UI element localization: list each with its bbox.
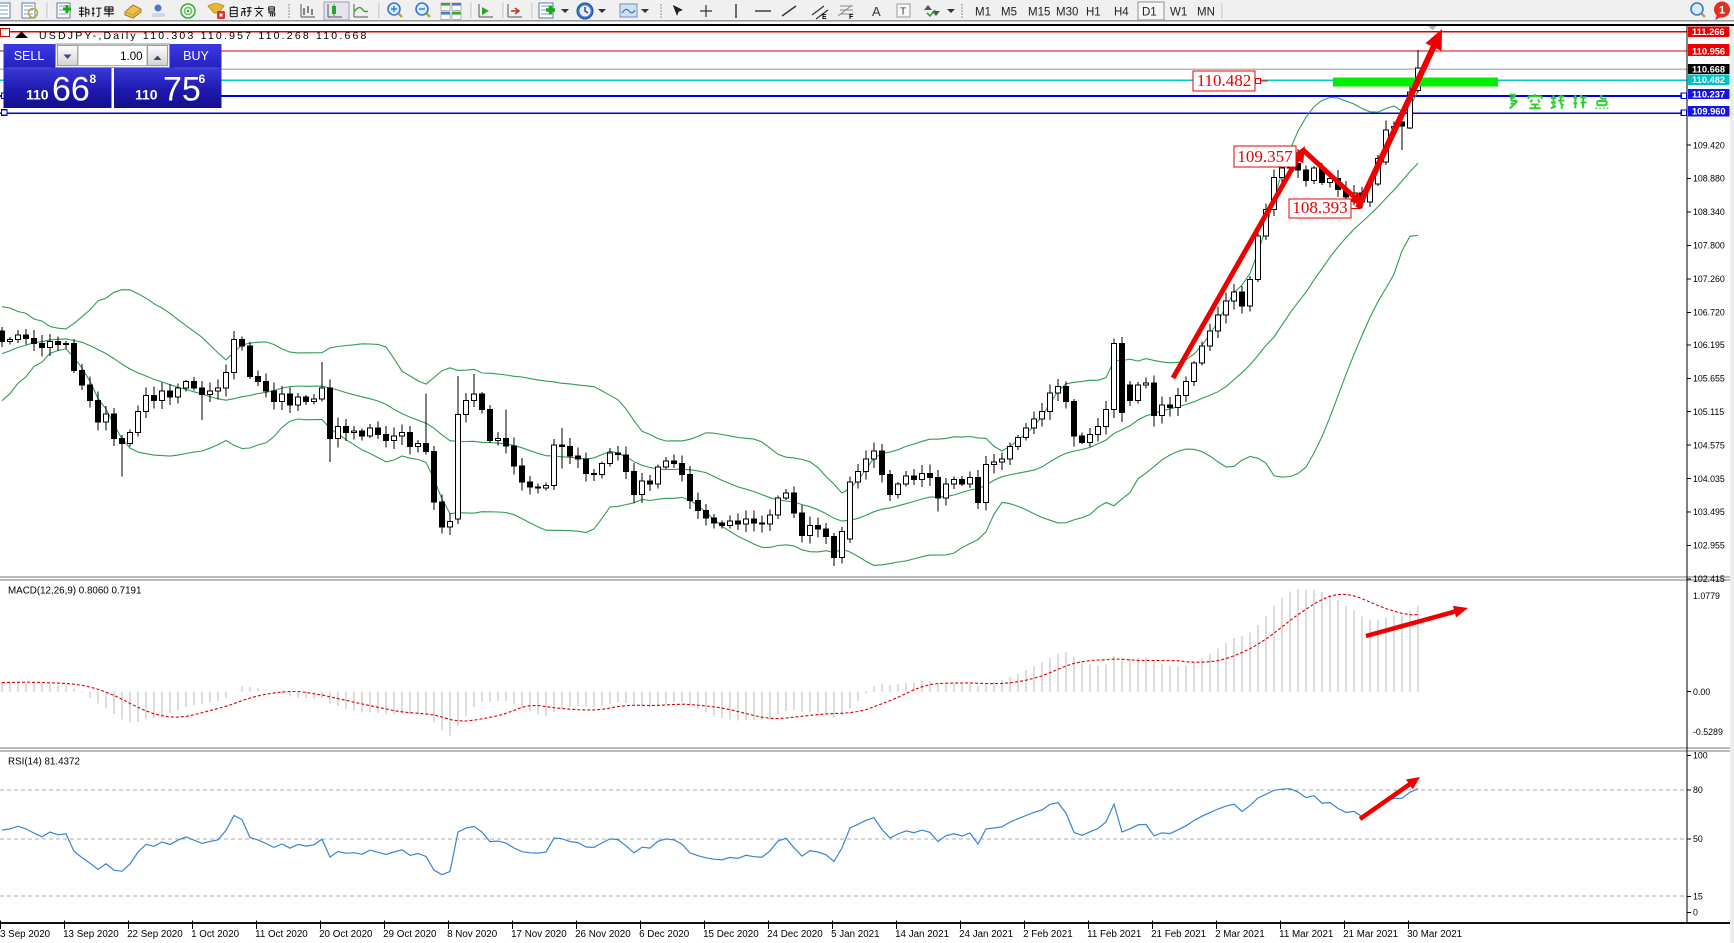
svg-text:M15: M15 <box>1028 7 1050 19</box>
svg-text:110.482: 110.482 <box>1197 71 1252 90</box>
svg-text:24 Dec 2020: 24 Dec 2020 <box>767 929 823 940</box>
svg-text:110.956: 110.956 <box>1692 46 1725 56</box>
svg-text:2 Mar 2021: 2 Mar 2021 <box>1215 929 1265 940</box>
svg-text:MACD(12,26,9) 0.8060 0.7191: MACD(12,26,9) 0.8060 0.7191 <box>8 586 141 597</box>
svg-text:14 Jan 2021: 14 Jan 2021 <box>895 929 949 940</box>
svg-text:104.575: 104.575 <box>1693 440 1725 450</box>
svg-text:-0.5289: -0.5289 <box>1693 727 1723 737</box>
svg-text:13 Sep 2020: 13 Sep 2020 <box>63 929 119 940</box>
svg-text:109.960: 109.960 <box>1692 107 1726 117</box>
svg-text:1: 1 <box>1719 5 1725 17</box>
svg-text:E: E <box>822 14 827 21</box>
svg-text:110: 110 <box>26 86 49 102</box>
svg-text:111.266: 111.266 <box>1692 27 1725 37</box>
svg-text:107.260: 107.260 <box>1693 274 1725 284</box>
svg-text:105.655: 105.655 <box>1693 373 1725 383</box>
svg-text:75: 75 <box>163 70 201 108</box>
svg-text:2 Feb 2021: 2 Feb 2021 <box>1023 929 1073 940</box>
svg-text:MN: MN <box>1197 7 1215 19</box>
svg-text:8: 8 <box>90 72 97 86</box>
svg-text:110.668: 110.668 <box>1692 64 1725 74</box>
svg-text:5 Jan 2021: 5 Jan 2021 <box>831 929 879 940</box>
svg-text:11 Oct 2020: 11 Oct 2020 <box>255 929 308 940</box>
svg-text:1.00: 1.00 <box>120 51 142 63</box>
svg-text:M30: M30 <box>1056 7 1078 19</box>
svg-text:H1: H1 <box>1086 7 1101 19</box>
svg-text:107.800: 107.800 <box>1693 241 1725 251</box>
svg-text:BUY: BUY <box>183 49 209 63</box>
svg-text:6: 6 <box>199 72 206 86</box>
svg-text:105.115: 105.115 <box>1693 407 1724 417</box>
svg-text:29 Oct 2020: 29 Oct 2020 <box>383 929 437 940</box>
svg-text:D1: D1 <box>1142 7 1157 19</box>
svg-text:106.720: 106.720 <box>1693 308 1725 318</box>
svg-text:102.415: 102.415 <box>1693 574 1725 584</box>
svg-text:H4: H4 <box>1114 7 1129 19</box>
svg-text:66: 66 <box>52 70 90 108</box>
svg-text:1.0779: 1.0779 <box>1693 591 1720 601</box>
svg-text:110: 110 <box>135 86 158 102</box>
svg-text:106.195: 106.195 <box>1693 340 1725 350</box>
svg-text:104.035: 104.035 <box>1693 474 1725 484</box>
svg-text:80: 80 <box>1693 785 1703 795</box>
svg-text:30 Mar 2021: 30 Mar 2021 <box>1407 929 1462 940</box>
svg-text:26 Nov 2020: 26 Nov 2020 <box>575 929 631 940</box>
svg-text:102.955: 102.955 <box>1693 541 1725 551</box>
svg-text:21 Feb 2021: 21 Feb 2021 <box>1151 929 1206 940</box>
svg-text:110.237: 110.237 <box>1692 89 1725 99</box>
svg-text:SELL: SELL <box>14 49 45 63</box>
svg-text:0: 0 <box>1693 908 1698 918</box>
svg-text:1 Oct 2020: 1 Oct 2020 <box>191 929 239 940</box>
svg-text:108.393: 108.393 <box>1292 198 1347 217</box>
svg-text:A: A <box>872 4 881 19</box>
svg-text:108.880: 108.880 <box>1693 174 1725 184</box>
svg-text:21 Mar 2021: 21 Mar 2021 <box>1343 929 1398 940</box>
svg-text:W1: W1 <box>1170 7 1187 19</box>
svg-text:100: 100 <box>1693 751 1708 761</box>
svg-text:108.340: 108.340 <box>1693 207 1725 217</box>
svg-text:3 Sep 2020: 3 Sep 2020 <box>0 929 51 940</box>
svg-text:50: 50 <box>1693 834 1703 844</box>
svg-text:0.00: 0.00 <box>1693 687 1710 697</box>
svg-text:11 Mar 2021: 11 Mar 2021 <box>1279 929 1333 940</box>
svg-text:109.357: 109.357 <box>1237 147 1293 166</box>
svg-text:17 Nov 2020: 17 Nov 2020 <box>511 929 567 940</box>
svg-text:M1: M1 <box>975 7 991 19</box>
svg-text:15 Dec 2020: 15 Dec 2020 <box>703 929 759 940</box>
svg-text:24 Jan 2021: 24 Jan 2021 <box>959 929 1013 940</box>
svg-text:22 Sep 2020: 22 Sep 2020 <box>127 929 183 940</box>
svg-text:RSI(14) 81.4372: RSI(14) 81.4372 <box>8 757 80 768</box>
svg-text:15: 15 <box>1693 892 1703 902</box>
svg-text:11 Feb 2021: 11 Feb 2021 <box>1087 929 1141 940</box>
svg-text:T: T <box>900 7 906 18</box>
svg-text:103.495: 103.495 <box>1693 507 1725 517</box>
svg-text:20 Oct 2020: 20 Oct 2020 <box>319 929 373 940</box>
svg-text:109.420: 109.420 <box>1693 140 1725 150</box>
svg-text:F: F <box>849 14 854 21</box>
svg-text:USDJPY-,Daily 110.303 110.957: USDJPY-,Daily 110.303 110.957 110.268 11… <box>39 30 369 42</box>
svg-text:6 Dec 2020: 6 Dec 2020 <box>639 929 690 940</box>
svg-text:M5: M5 <box>1001 7 1017 19</box>
svg-text:110.482: 110.482 <box>1692 75 1725 85</box>
svg-text:8 Nov 2020: 8 Nov 2020 <box>447 929 498 940</box>
